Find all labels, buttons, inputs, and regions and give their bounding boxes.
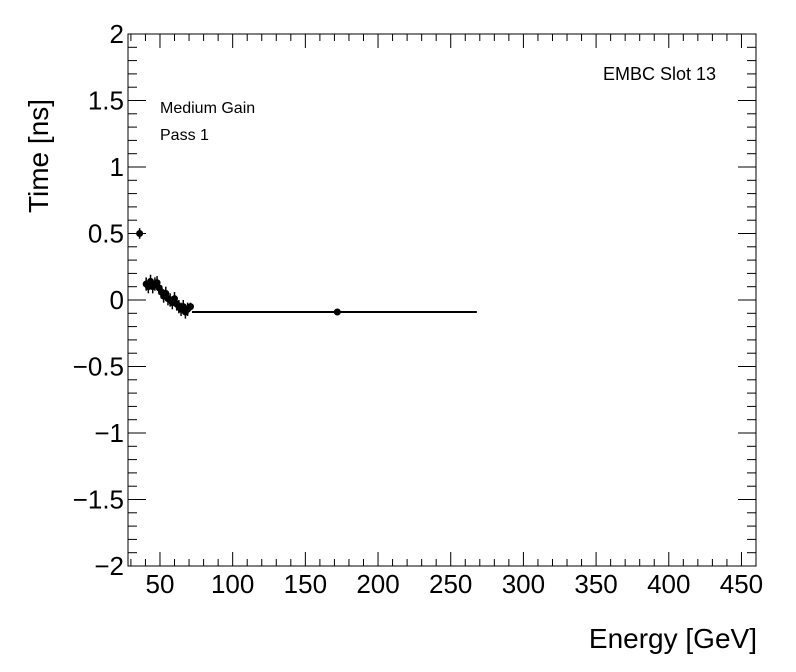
y-tick-label: −0.5 <box>73 352 124 382</box>
data-point <box>333 308 341 316</box>
data-point <box>136 228 144 239</box>
y-tick-label: 1 <box>110 152 124 182</box>
x-tick-label: 200 <box>356 569 399 599</box>
y-tick-label: −2 <box>94 551 124 581</box>
x-tick-label: 350 <box>574 569 617 599</box>
y-axis-label: Time [ns] <box>23 99 54 213</box>
point-marker <box>333 308 341 316</box>
point-marker <box>187 303 195 311</box>
x-tick-label: 150 <box>284 569 327 599</box>
y-tick-label: −1.5 <box>73 485 124 515</box>
y-tick-labels: −2 −1.5 −1 −0.5 0 0.5 1 1.5 2 <box>73 19 124 581</box>
x-tick-label: 400 <box>647 569 690 599</box>
point-marker <box>136 230 144 237</box>
y-tick-label: −1 <box>94 418 124 448</box>
x-tick-label: 450 <box>720 569 763 599</box>
y-tick-label: 2 <box>110 19 124 49</box>
x-tick-label: 300 <box>502 569 545 599</box>
data-point <box>171 292 179 306</box>
axis-ticks <box>128 33 757 567</box>
pass-annotation: Pass 1 <box>160 127 209 144</box>
data-point <box>187 302 195 311</box>
x-tick-label: 100 <box>211 569 254 599</box>
data-points <box>136 228 341 319</box>
x-axis-label: Energy [GeV] <box>589 623 757 654</box>
gain-annotation: Medium Gain <box>160 100 255 117</box>
y-tick-label: 0 <box>110 285 124 315</box>
x-tick-label: 50 <box>146 569 175 599</box>
slot-annotation: EMBC Slot 13 <box>603 64 716 84</box>
x-tick-label: 250 <box>429 569 472 599</box>
y-tick-label: 1.5 <box>88 86 124 116</box>
y-tick-label: 0.5 <box>88 219 124 249</box>
x-tick-labels: 50 100 150 200 250 300 350 400 450 <box>146 569 764 599</box>
